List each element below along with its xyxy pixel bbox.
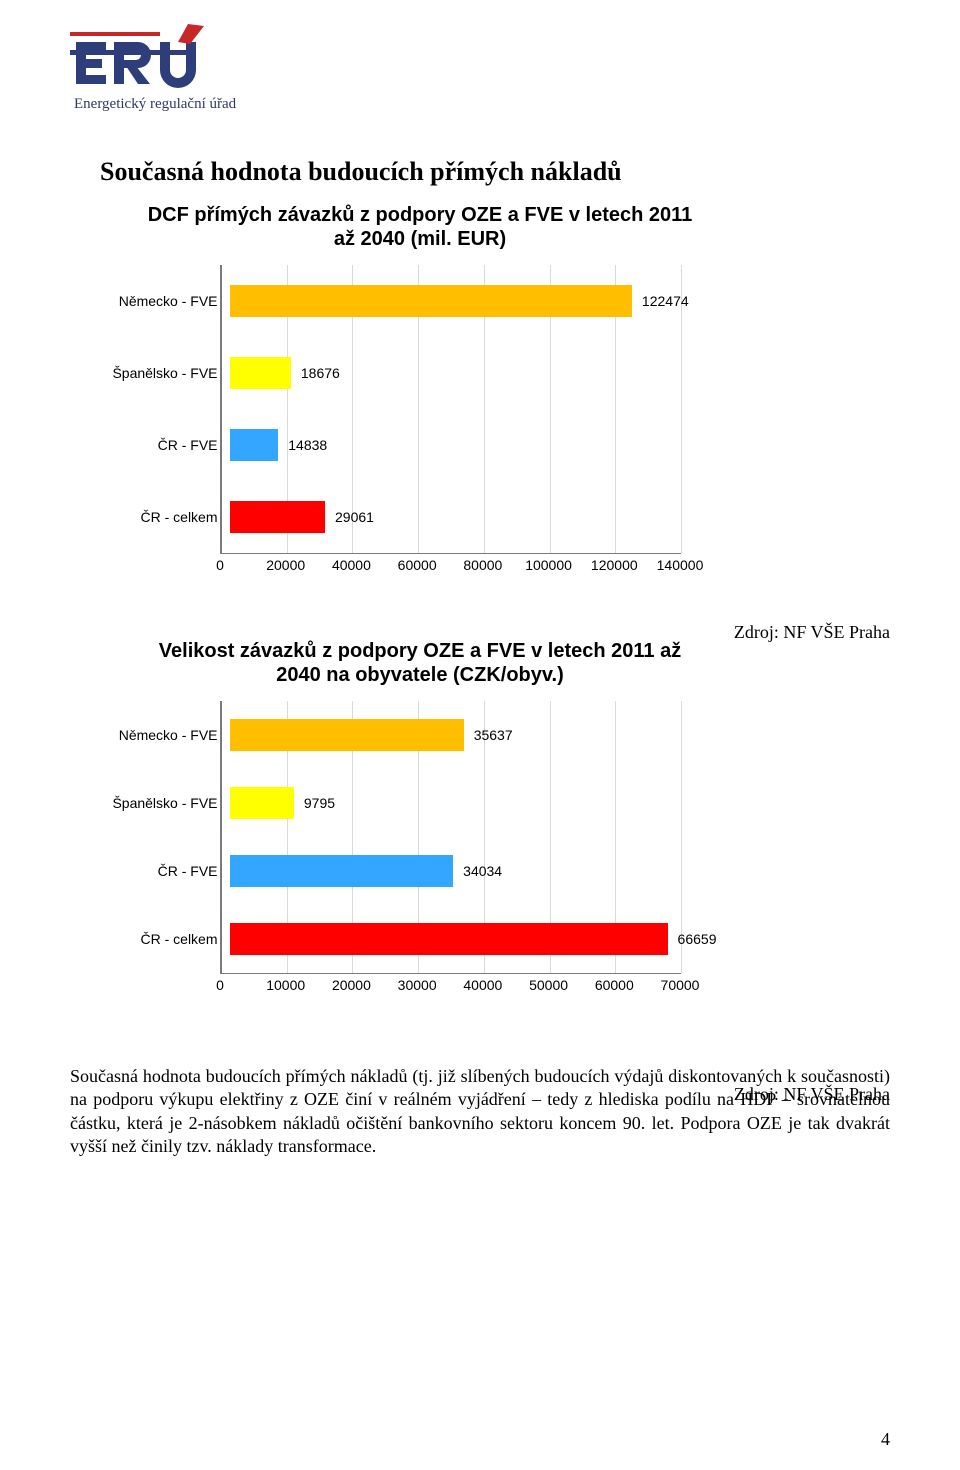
tick-label: 80000 [463, 557, 502, 573]
chart-row: Německo - FVE 35637 [100, 701, 680, 769]
category-label: Španělsko - FVE [100, 365, 230, 381]
category-label: Německo - FVE [100, 293, 230, 309]
category-label: ČR - FVE [100, 863, 230, 879]
chart-row: ČR - FVE 14838 [100, 409, 680, 481]
logo-subtitle: Energetický regulační úřad [70, 96, 295, 113]
x-axis: 020000400006000080000100000120000140000 [100, 553, 680, 575]
page-title: Současná hodnota budoucích přímých nákla… [100, 157, 890, 187]
value-label: 122474 [642, 293, 689, 309]
value-label: 29061 [335, 509, 374, 525]
value-label: 35637 [474, 727, 513, 743]
tick-label: 40000 [463, 977, 502, 993]
category-label: ČR - FVE [100, 437, 230, 453]
chart2: Velikost závazků z podpory OZE a FVE v l… [100, 639, 740, 995]
tick-label: 10000 [266, 977, 305, 993]
logo: Energetický regulační úřad [70, 22, 295, 113]
page-number: 4 [881, 1429, 890, 1450]
tick-label: 70000 [661, 977, 700, 993]
tick-label: 100000 [525, 557, 572, 573]
category-label: Německo - FVE [100, 727, 230, 743]
category-label: ČR - celkem [100, 509, 230, 525]
tick-label: 60000 [398, 557, 437, 573]
bar [230, 357, 291, 389]
eru-logo-mark [70, 22, 260, 92]
page: Energetický regulační úřad Současná hodn… [0, 0, 960, 1470]
chart1: DCF přímých závazků z podpory OZE a FVE … [100, 203, 740, 575]
bar-track: 14838 [230, 429, 680, 461]
tick-label: 20000 [266, 557, 305, 573]
x-axis: 010000200003000040000500006000070000 [100, 973, 680, 995]
chart-row: Španělsko - FVE 18676 [100, 337, 680, 409]
bar [230, 923, 668, 955]
chart2-plot: Německo - FVE 35637 Španělsko - FVE 9795 ČR … [100, 701, 740, 995]
category-label: Španělsko - FVE [100, 795, 230, 811]
chart-row: Německo - FVE122474 [100, 265, 680, 337]
bar-track: 35637 [230, 719, 680, 751]
value-label: 18676 [301, 365, 340, 381]
bar [230, 787, 294, 819]
bar-track: 122474 [230, 285, 680, 317]
tick-label: 120000 [591, 557, 638, 573]
bar [230, 501, 325, 533]
value-label: 66659 [678, 931, 717, 947]
chart-row: ČR - celkem 29061 [100, 481, 680, 553]
bar-track: 9795 [230, 787, 680, 819]
chart1-plot: Německo - FVE122474Španělsko - FVE18676Č… [100, 265, 740, 575]
category-label: ČR - celkem [100, 931, 230, 947]
bar [230, 719, 464, 751]
bar-track: 34034 [230, 855, 680, 887]
chart1-source: Zdroj: NF VŠE Praha [734, 622, 890, 643]
tick-label: 0 [216, 977, 224, 993]
chart-row: Španělsko - FVE 9795 [100, 769, 680, 837]
tick-label: 60000 [595, 977, 634, 993]
tick-label: 30000 [398, 977, 437, 993]
bar [230, 285, 632, 317]
body-paragraph: Současná hodnota budoucích přímých nákla… [70, 1065, 890, 1159]
bar-track: 29061 [230, 501, 680, 533]
value-label: 34034 [463, 863, 502, 879]
bar-track: 66659 [230, 923, 680, 955]
chart-row: ČR - FVE 34034 [100, 837, 680, 905]
chart1-title: DCF přímých závazků z podpory OZE a FVE … [140, 203, 700, 251]
tick-label: 40000 [332, 557, 371, 573]
chart2-source: Zdroj: NF VŠE Praha [734, 1084, 890, 1105]
tick-label: 20000 [332, 977, 371, 993]
tick-label: 50000 [529, 977, 568, 993]
tick-label: 0 [216, 557, 224, 573]
chart-row: ČR - celkem66659 [100, 905, 680, 973]
chart2-title: Velikost závazků z podpory OZE a FVE v l… [140, 639, 700, 687]
value-label: 9795 [304, 795, 335, 811]
bar [230, 429, 279, 461]
value-label: 14838 [288, 437, 327, 453]
bar-track: 18676 [230, 357, 680, 389]
bar [230, 855, 454, 887]
tick-label: 140000 [657, 557, 704, 573]
